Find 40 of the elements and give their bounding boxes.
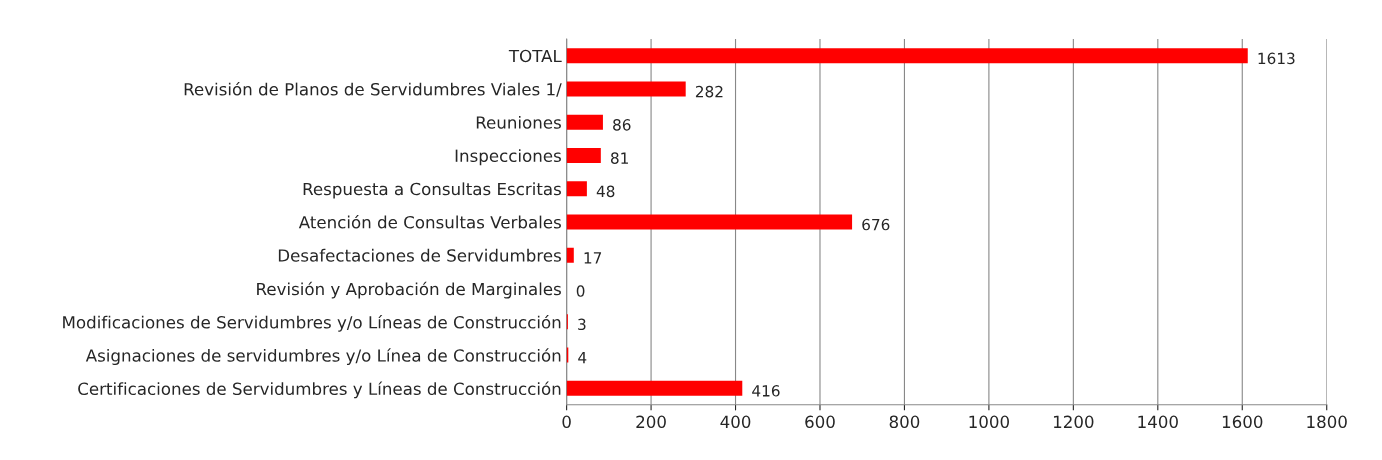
data-label: 86 bbox=[613, 119, 631, 131]
bar bbox=[566, 114, 603, 130]
x-tick-label: 1200 bbox=[1053, 415, 1094, 429]
data-label: 81 bbox=[610, 152, 628, 164]
bar bbox=[566, 48, 1248, 64]
y-tick-label: Revisión de Planos de Servidumbres Viales 1/ bbox=[184, 81, 562, 97]
bar bbox=[566, 380, 743, 396]
x-tick-label: 1600 bbox=[1222, 415, 1263, 429]
bar bbox=[566, 81, 686, 97]
x-tick-label: 1400 bbox=[1138, 415, 1178, 429]
x-tick-label: 800 bbox=[889, 415, 920, 429]
data-label: 48 bbox=[596, 185, 615, 198]
data-label: 676 bbox=[862, 218, 890, 231]
y-tick-label: Atención de Consultas Verbales bbox=[298, 214, 561, 229]
y-tick-label: Modificaciones de Servidumbres y/o Líneas de Construcción bbox=[63, 315, 561, 332]
y-tick-label: Asignaciones de servidumbres y/o Línea de Construcción bbox=[85, 348, 561, 366]
bar bbox=[566, 214, 853, 230]
y-tick-label: Reuniones bbox=[476, 115, 561, 129]
y-tick-label: Certificaciones de Servidumbres y Líneas de Construcción bbox=[78, 381, 561, 399]
y-tick-label: Inspecciones bbox=[455, 149, 561, 166]
y-tick-label: Desafectaciones de Servidumbres bbox=[278, 248, 561, 262]
data-label: 3 bbox=[578, 318, 586, 331]
y-tick-label: TOTAL bbox=[508, 49, 562, 63]
data-label: 0 bbox=[576, 285, 585, 297]
bar bbox=[566, 147, 601, 163]
x-tick-label: 0 bbox=[562, 415, 571, 429]
x-tick-label: 400 bbox=[720, 415, 751, 429]
bar bbox=[566, 247, 574, 263]
data-label: 282 bbox=[695, 85, 723, 98]
y-tick-label: Respuesta a Consultas Escritas bbox=[303, 182, 561, 199]
x-tick-label: 600 bbox=[805, 415, 835, 429]
data-label: 4 bbox=[578, 352, 587, 364]
data-label: 1613 bbox=[1258, 52, 1295, 65]
x-tick-label: 1800 bbox=[1307, 415, 1347, 429]
bar bbox=[566, 181, 587, 197]
x-tick-label: 200 bbox=[636, 415, 666, 429]
x-tick-label: 1000 bbox=[969, 415, 1009, 429]
data-label: 17 bbox=[584, 252, 602, 264]
y-tick-label: Revisión y Aprobación de Marginales bbox=[257, 281, 561, 299]
data-label: 416 bbox=[752, 385, 780, 397]
